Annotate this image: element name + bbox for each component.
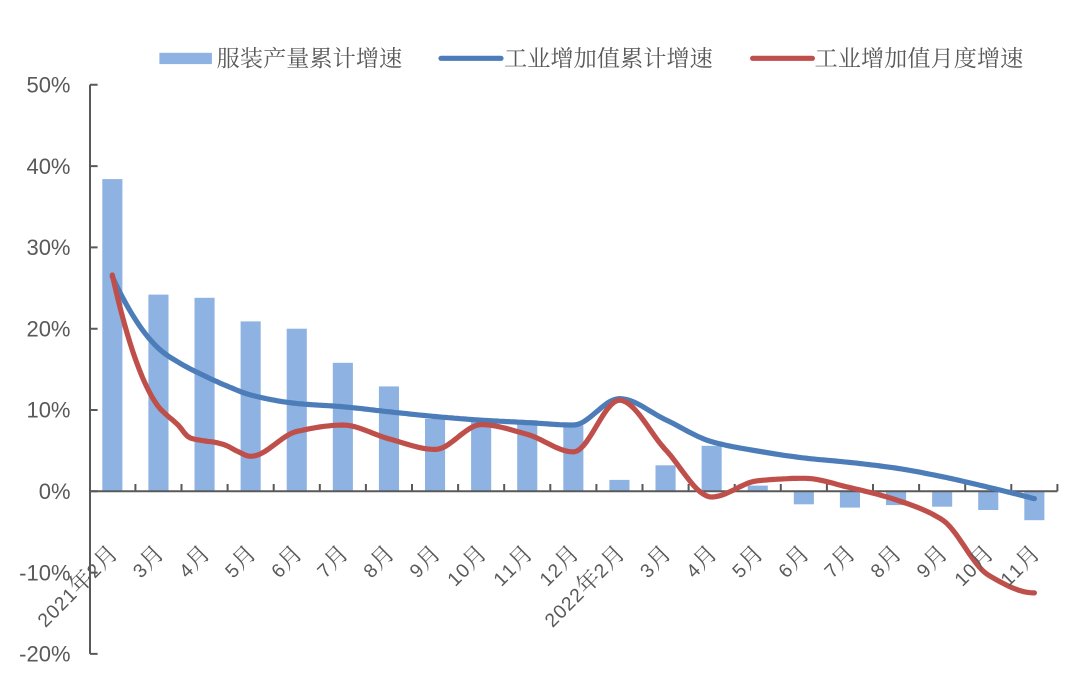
svg-text:10%: 10% [26, 398, 70, 423]
svg-text:30%: 30% [26, 235, 70, 260]
svg-text:20%: 20% [26, 316, 70, 341]
svg-text:-20%: -20% [19, 642, 70, 667]
svg-text:-10%: -10% [19, 560, 70, 585]
svg-text:0%: 0% [39, 479, 71, 504]
svg-text:50%: 50% [26, 73, 70, 98]
svg-text:40%: 40% [26, 154, 70, 179]
